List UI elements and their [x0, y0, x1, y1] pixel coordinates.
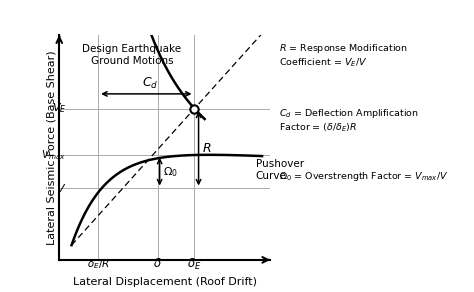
Text: $R$: $R$ — [201, 142, 211, 155]
Text: $V_E$: $V_E$ — [52, 102, 66, 115]
Y-axis label: Lateral Seismic Force (Base Shear): Lateral Seismic Force (Base Shear) — [46, 50, 56, 245]
Text: $C_d$ = Deflection Amplification
Factor = $(\delta/\delta_E)R$: $C_d$ = Deflection Amplification Factor … — [279, 107, 419, 134]
Text: $V$: $V$ — [56, 182, 66, 194]
Text: $\Omega_0$ = Overstrength Factor = $V_{max}/V$: $\Omega_0$ = Overstrength Factor = $V_{m… — [279, 170, 448, 183]
Text: Pushover
Curve: Pushover Curve — [255, 159, 304, 181]
Text: $\Omega_0$: $\Omega_0$ — [163, 165, 178, 178]
Text: $\delta_E/R$: $\delta_E/R$ — [87, 257, 109, 270]
X-axis label: Lateral Displacement (Roof Drift): Lateral Displacement (Roof Drift) — [73, 277, 257, 286]
Text: $C_d$: $C_d$ — [142, 76, 159, 91]
Text: Design Earthquake
Ground Motions: Design Earthquake Ground Motions — [82, 44, 182, 66]
Text: $\delta$: $\delta$ — [153, 257, 162, 270]
Text: $\delta_E$: $\delta_E$ — [187, 257, 201, 272]
Text: $V_{max}$: $V_{max}$ — [41, 148, 66, 162]
Text: $R$ = Response Modification
Coefficient = $V_E/V$: $R$ = Response Modification Coefficient … — [279, 42, 408, 69]
